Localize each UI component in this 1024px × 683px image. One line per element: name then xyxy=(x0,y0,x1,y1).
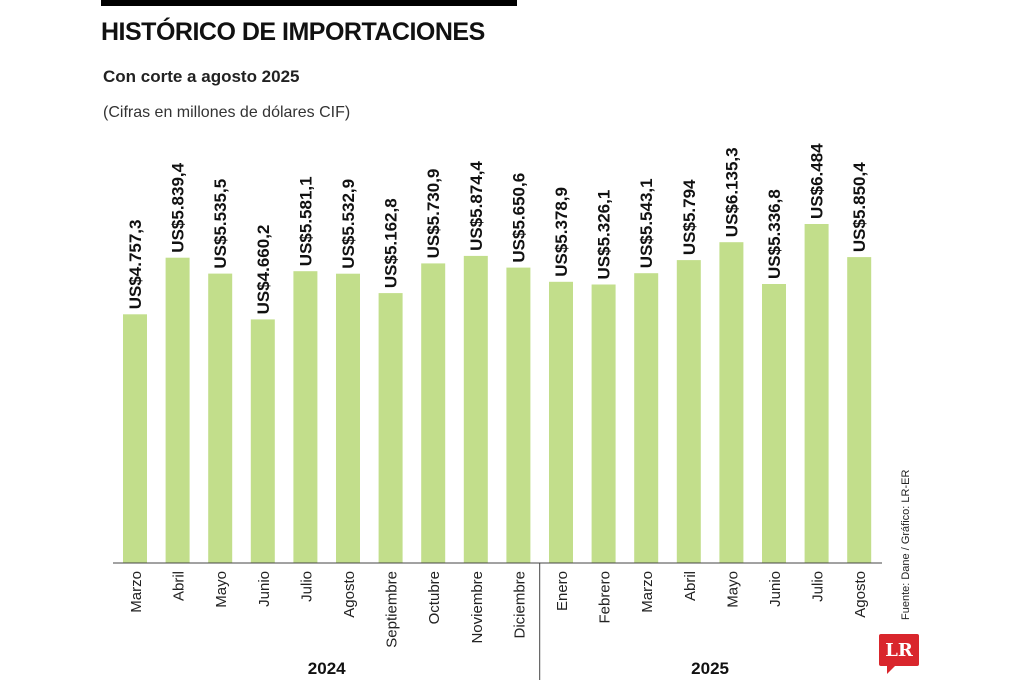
x-tick-label: Agosto xyxy=(852,571,869,618)
x-tick-label: Mayo xyxy=(213,571,230,608)
bar-value-label: US$5.326,1 xyxy=(595,190,614,280)
top-rule xyxy=(101,0,517,6)
bar-value-label: US$4.660,2 xyxy=(254,225,273,315)
bar xyxy=(719,242,744,563)
bar-value-label: US$6.484 xyxy=(808,143,827,219)
x-tick-label: Febrero xyxy=(597,571,614,624)
x-tick-label: Enero xyxy=(554,571,571,611)
bar-value-label: US$5.162,8 xyxy=(382,198,401,288)
x-tick-label: Junio xyxy=(767,571,784,607)
x-tick-label: Mayo xyxy=(724,571,741,608)
x-tick-label: Diciembre xyxy=(511,571,528,639)
bar xyxy=(634,273,659,563)
bar xyxy=(293,271,318,563)
bar xyxy=(336,273,360,563)
bar xyxy=(208,273,233,563)
bar xyxy=(676,260,701,563)
bar-value-label: US$5.532,9 xyxy=(339,179,358,269)
source-credit: Fuente: Dane / Gráfico: LR-ER xyxy=(900,469,912,620)
x-tick-label: Marzo xyxy=(128,571,145,613)
bar xyxy=(804,224,829,563)
bar-value-label: US$5.650,6 xyxy=(509,173,528,263)
bar-value-label: US$4.757,3 xyxy=(126,220,145,310)
x-tick-label: Agosto xyxy=(341,571,358,618)
bar-value-label: US$5.336,8 xyxy=(765,189,784,279)
x-tick-label: Octubre xyxy=(426,571,443,624)
bar xyxy=(123,314,147,563)
bar xyxy=(378,293,403,563)
bar-value-label: US$6.135,3 xyxy=(722,147,741,237)
year-label: 2024 xyxy=(308,659,346,678)
bar-value-label: US$5.581,1 xyxy=(296,176,315,266)
bar xyxy=(591,284,616,563)
bar-value-label: US$5.874,4 xyxy=(467,161,486,251)
bar-value-label: US$5.850,4 xyxy=(850,162,869,252)
bar xyxy=(165,257,190,563)
x-tick-label: Julio xyxy=(298,571,315,602)
x-tick-label: Abril xyxy=(682,571,699,601)
x-tick-label: Julio xyxy=(810,571,827,602)
x-tick-label: Marzo xyxy=(639,571,656,613)
bar xyxy=(762,284,786,563)
bar xyxy=(506,267,531,563)
x-tick-label: Junio xyxy=(256,571,273,607)
bar xyxy=(250,319,275,563)
bar-value-label: US$5.794 xyxy=(680,179,699,255)
bar xyxy=(549,281,573,563)
x-tick-label: Abril xyxy=(171,571,188,601)
bar xyxy=(421,263,446,563)
lr-logo: LR xyxy=(879,634,919,674)
bar-value-label: US$5.543,1 xyxy=(637,178,656,268)
chart-title: HISTÓRICO DE IMPORTACIONES xyxy=(101,18,485,46)
year-label: 2025 xyxy=(691,659,729,678)
bar-value-label: US$5.378,9 xyxy=(552,187,571,277)
x-tick-label: Septiembre xyxy=(384,571,401,648)
bar xyxy=(847,257,872,563)
bar-value-label: US$5.535,5 xyxy=(211,179,230,269)
bar-value-label: US$5.839,4 xyxy=(169,162,188,252)
chart-units-note: (Cifras en millones de dólares CIF) xyxy=(103,104,351,121)
x-tick-label: Noviembre xyxy=(469,571,486,644)
chart-subtitle: Con corte a agosto 2025 xyxy=(103,67,300,86)
bar-value-label: US$5.730,9 xyxy=(424,169,443,259)
bar xyxy=(463,255,488,563)
